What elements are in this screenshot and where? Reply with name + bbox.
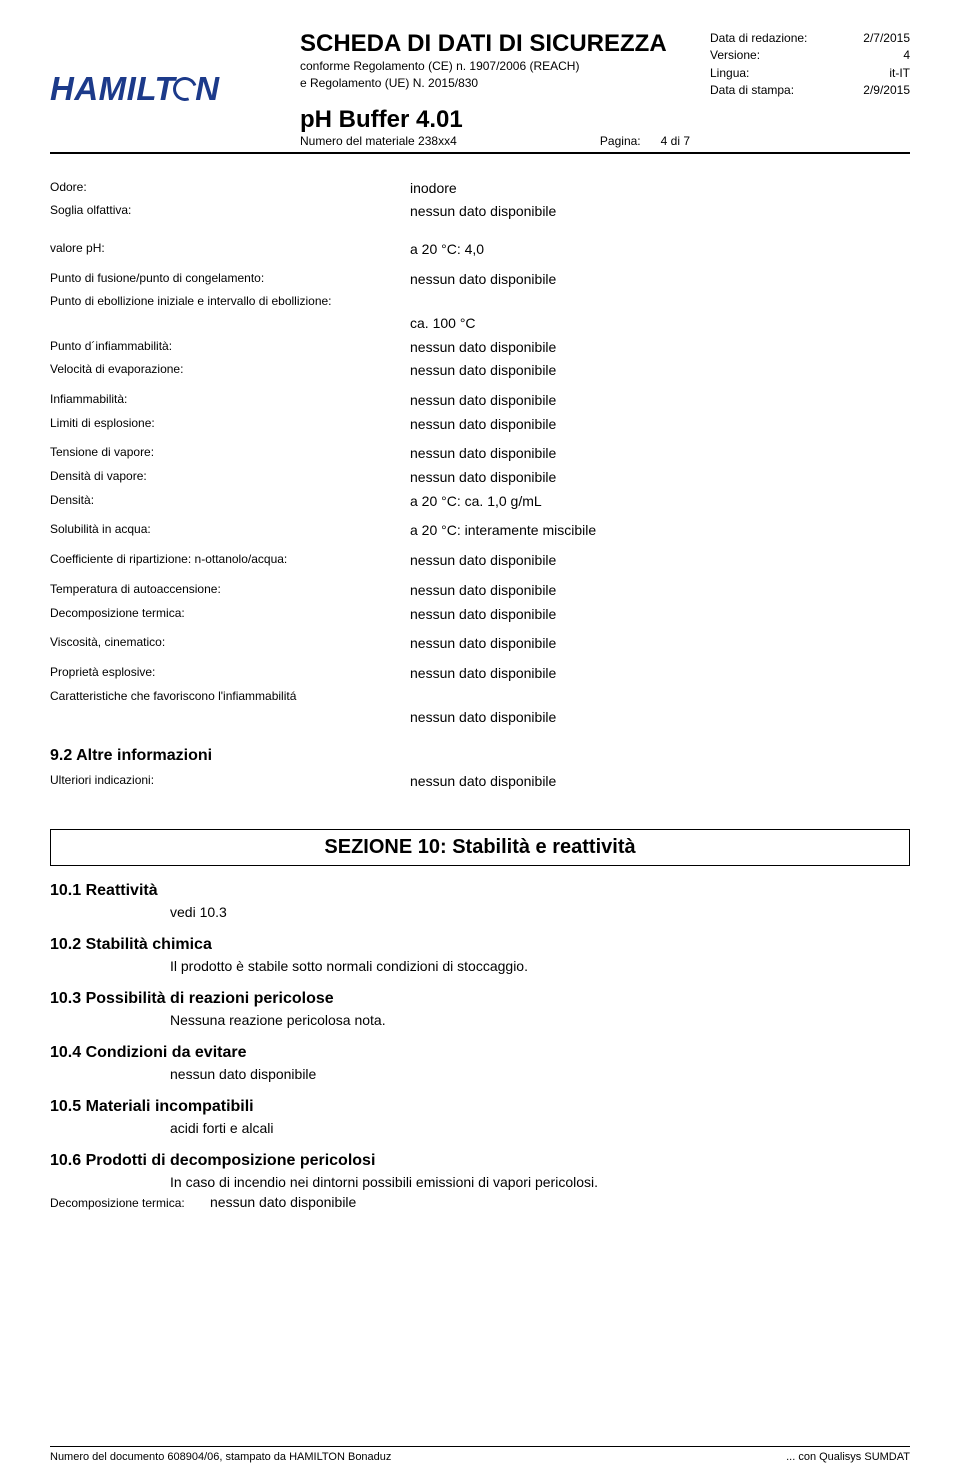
prop-label: Punto d´infiammabilità: bbox=[50, 337, 410, 359]
prop-label: Densità di vapore: bbox=[50, 467, 410, 489]
section-10-4-title: 10.4 Condizioni da evitare bbox=[50, 1044, 910, 1062]
prop-label: Solubilità in acqua: bbox=[50, 520, 410, 542]
properties-section: Odore:inodore Soglia olfattiva:nessun da… bbox=[50, 178, 910, 729]
meta-value: 2/7/2015 bbox=[863, 30, 910, 47]
section-10-3-title: 10.3 Possibilità di reazioni pericolose bbox=[50, 990, 910, 1008]
prop-label: Ulteriori indicazioni: bbox=[50, 773, 410, 789]
header: HAMILTN SCHEDA DI DATI DI SICUREZZA conf… bbox=[50, 30, 910, 148]
logo-text: HAMILTN bbox=[50, 70, 220, 108]
section-9-2-title: 9.2 Altre informazioni bbox=[50, 747, 910, 765]
meta-label: Data di redazione: bbox=[710, 30, 807, 47]
prop-label: Coefficiente di ripartizione: n-ottanolo… bbox=[50, 550, 410, 572]
section-10-2-title: 10.2 Stabilità chimica bbox=[50, 936, 910, 954]
prop-value: ca. 100 °C bbox=[410, 313, 910, 335]
prop-label: Velocità di evaporazione: bbox=[50, 360, 410, 382]
section-10-6-title: 10.6 Prodotti di decomposizione pericolo… bbox=[50, 1152, 910, 1170]
prop-head: Punto di ebollizione iniziale e interval… bbox=[50, 292, 410, 311]
meta-value: 2/9/2015 bbox=[863, 82, 910, 99]
prop-label: Densità: bbox=[50, 491, 410, 513]
prop-label: Proprietà esplosive: bbox=[50, 663, 410, 685]
prop-value: a 20 °C: ca. 1,0 g/mL bbox=[410, 491, 910, 513]
meta-block: Data di redazione: 2/7/2015 Versione: 4 Li… bbox=[710, 30, 910, 100]
subtitle-1: conforme Regolamento (CE) n. 1907/2006 (… bbox=[300, 58, 690, 75]
prop-value: nessun dato disponibile bbox=[410, 337, 910, 359]
prop-value: a 20 °C: interamente miscibile bbox=[410, 520, 910, 542]
prop-value: inodore bbox=[410, 178, 910, 200]
section-10-5-text: acidi forti e alcali bbox=[170, 1120, 910, 1136]
meta-value: 4 bbox=[903, 47, 910, 64]
prop-value: nessun dato disponibile bbox=[410, 390, 910, 412]
meta-value: it-IT bbox=[889, 65, 910, 82]
footer: Numero del documento 608904/06, stampato… bbox=[50, 1446, 910, 1463]
prop-label: Infiammabilità: bbox=[50, 390, 410, 412]
doc-title: SCHEDA DI DATI DI SICUREZZA bbox=[300, 30, 690, 58]
meta-label: Data di stampa: bbox=[710, 82, 794, 99]
meta-label: Versione: bbox=[710, 47, 760, 64]
prop-label: Decomposizione termica: bbox=[50, 604, 410, 626]
prop-label: Limiti di esplosione: bbox=[50, 414, 410, 436]
section-10-1-title: 10.1 Reattività bbox=[50, 882, 910, 900]
section-10-5-title: 10.5 Materiali incompatibili bbox=[50, 1098, 910, 1116]
prop-value: nessun dato disponibile bbox=[410, 360, 910, 382]
prop-value: nessun dato disponibile bbox=[410, 550, 910, 572]
prop-value: nessun dato disponibile bbox=[410, 604, 910, 626]
prop-value: nessun dato disponibile bbox=[410, 663, 910, 685]
meta-label: Lingua: bbox=[710, 65, 749, 82]
prop-label: Tensione di vapore: bbox=[50, 443, 410, 465]
prop-value: nessun dato disponibile bbox=[410, 633, 910, 655]
prop-label: Viscosità, cinematico: bbox=[50, 633, 410, 655]
page-label: Pagina: bbox=[600, 134, 641, 148]
prop-label: Temperatura di autoaccensione: bbox=[50, 580, 410, 602]
decomp-value: nessun dato disponibile bbox=[210, 1194, 356, 1210]
product-name: pH Buffer 4.01 bbox=[300, 106, 690, 134]
section-10-2-text: Il prodotto è stabile sotto normali cond… bbox=[170, 958, 910, 974]
footer-right: ... con Qualisys SUMDAT bbox=[786, 1451, 910, 1463]
prop-label: Soglia olfattiva: bbox=[50, 201, 410, 223]
prop-value: a 20 °C: 4,0 bbox=[410, 239, 910, 261]
prop-value: nessun dato disponibile bbox=[410, 773, 910, 789]
section-10-3-text: Nessuna reazione pericolosa nota. bbox=[170, 1012, 910, 1028]
prop-value: nessun dato disponibile bbox=[410, 707, 910, 729]
material-number: Numero del materiale 238xx4 bbox=[300, 134, 600, 148]
prop-value: nessun dato disponibile bbox=[410, 580, 910, 602]
prop-label: Punto di fusione/punto di congelamento: bbox=[50, 269, 410, 291]
header-divider bbox=[50, 152, 910, 154]
prop-value: nessun dato disponibile bbox=[410, 414, 910, 436]
footer-left: Numero del documento 608904/06, stampato… bbox=[50, 1451, 391, 1463]
prop-label: valore pH: bbox=[50, 239, 410, 261]
prop-label: Odore: bbox=[50, 178, 410, 200]
subtitle-2: e Regolamento (UE) N. 2015/830 bbox=[300, 75, 690, 92]
prop-value: nessun dato disponibile bbox=[410, 467, 910, 489]
decomp-label: Decomposizione termica: bbox=[50, 1196, 210, 1210]
logo: HAMILTN bbox=[50, 30, 280, 108]
prop-value: nessun dato disponibile bbox=[410, 443, 910, 465]
prop-head: Caratteristiche che favoriscono l'infiam… bbox=[50, 687, 410, 706]
prop-value: nessun dato disponibile bbox=[410, 269, 910, 291]
section-10-6-text: In caso di incendio nei dintorni possibi… bbox=[170, 1174, 910, 1190]
section-10-1-text: vedi 10.3 bbox=[170, 904, 910, 920]
section-10-4-text: nessun dato disponibile bbox=[170, 1066, 910, 1082]
page-value: 4 di 7 bbox=[661, 134, 690, 148]
section-10-box: SEZIONE 10: Stabilità e reattività bbox=[50, 829, 910, 866]
prop-value: nessun dato disponibile bbox=[410, 201, 910, 223]
title-block: SCHEDA DI DATI DI SICUREZZA conforme Reg… bbox=[300, 30, 690, 148]
